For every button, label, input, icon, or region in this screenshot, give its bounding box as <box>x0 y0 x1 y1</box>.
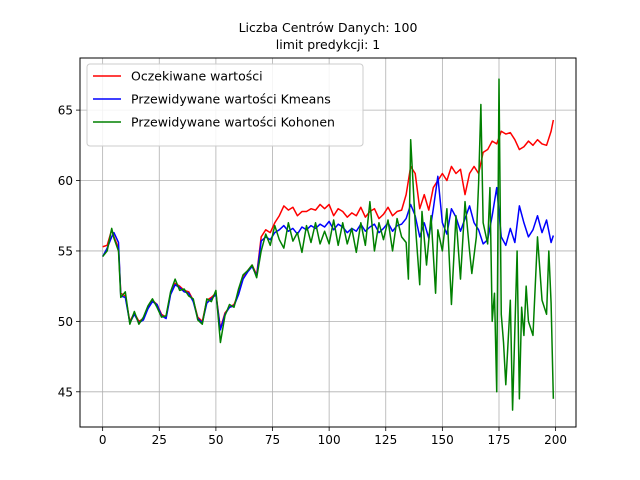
x-tick-label: 0 <box>99 433 107 447</box>
y-tick-label: 55 <box>58 244 73 258</box>
x-tick-label: 100 <box>318 433 341 447</box>
chart-title: Liczba Centrów Danych: 100 <box>239 20 418 35</box>
x-tick-label: 125 <box>374 433 397 447</box>
chart-subtitle: limit predykcji: 1 <box>276 37 381 52</box>
x-tick-label: 200 <box>544 433 567 447</box>
x-tick-label: 75 <box>265 433 280 447</box>
series-line-2 <box>101 175 555 331</box>
series-line-3 <box>102 78 555 411</box>
y-tick-label: 45 <box>58 385 73 399</box>
x-tick-label: 175 <box>488 433 511 447</box>
x-tick-label: 150 <box>431 433 454 447</box>
y-tick-label: 50 <box>58 315 73 329</box>
y-axis: 45 50 55 60 65 <box>58 104 80 399</box>
series-layer <box>101 78 555 411</box>
legend: Oczekiwane wartości Przewidywane wartości… <box>86 63 364 147</box>
legend-box <box>86 63 364 147</box>
x-tick-label: 25 <box>152 433 167 447</box>
legend-label-2: Przewidywane wartości Kmeans <box>131 92 331 107</box>
x-tick-label: 50 <box>208 433 223 447</box>
legend-label-1: Oczekiwane wartości <box>131 69 263 84</box>
legend-label-3: Przewidywane wartości Kohonen <box>131 115 335 130</box>
plot-area-frame <box>79 57 577 428</box>
y-tick-label: 65 <box>58 104 73 118</box>
x-axis: 0 25 50 75 100 125 150 175 200 <box>99 427 567 447</box>
y-tick-label: 60 <box>58 174 73 188</box>
